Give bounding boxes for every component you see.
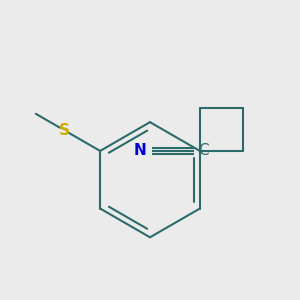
Text: N: N [133, 143, 146, 158]
Text: S: S [59, 123, 70, 138]
Text: C: C [198, 143, 208, 158]
